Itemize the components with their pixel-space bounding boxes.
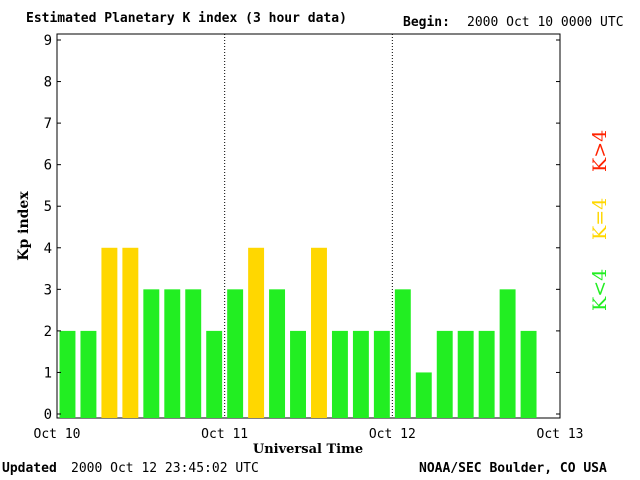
kp-bar	[143, 289, 160, 418]
begin-label: Begin:	[403, 15, 450, 30]
day-separator-group	[224, 34, 393, 418]
kp-bar	[352, 330, 369, 418]
kp-bar	[206, 330, 223, 418]
y-tick-label: 3	[44, 282, 52, 298]
legend-low: K<4	[589, 268, 611, 311]
kp-bar	[290, 330, 306, 418]
y-tick-label: 0	[44, 407, 52, 423]
source-credit: NOAA/SEC Boulder, CO USA	[419, 461, 607, 476]
plot-frame	[56, 33, 561, 419]
y-tick-label: 4	[44, 241, 52, 257]
kp-bar	[122, 247, 139, 418]
kp-bar	[59, 330, 76, 418]
y-tick-label: 5	[44, 199, 52, 215]
kp-bar	[520, 330, 537, 418]
y-tick-label: 2	[44, 324, 52, 340]
legend-high: K>4	[589, 129, 611, 172]
y-tick-label: 9	[44, 33, 52, 49]
bar-group	[59, 247, 537, 418]
y-tick-label: 1	[44, 365, 52, 381]
kp-bar	[436, 330, 453, 418]
kp-bar	[499, 289, 516, 418]
updated-label: Updated	[2, 461, 57, 476]
kp-bar	[457, 330, 474, 418]
x-tick-label: Oct 12	[369, 427, 416, 442]
kp-bar	[248, 247, 265, 418]
y-tick-label: 6	[44, 158, 52, 174]
kp-bar	[269, 289, 286, 418]
kp-bar	[331, 330, 348, 418]
x-tick-label: Oct 13	[537, 427, 584, 442]
x-tick-group: Oct 10 Oct 11 Oct 12 Oct 13	[34, 427, 584, 442]
kp-bar	[185, 289, 202, 418]
y-tick-label: 8	[44, 75, 52, 91]
kp-bar	[80, 330, 97, 418]
legend-equal: K=4	[589, 197, 611, 240]
kp-bar	[478, 330, 495, 418]
y-tick-group: 0 1 2 3 4 5 6 7 8 9	[44, 33, 560, 423]
begin-value: 2000 Oct 10 0000 UTC	[467, 15, 624, 30]
x-axis-label: Universal Time	[253, 442, 363, 457]
kp-bar	[101, 247, 118, 418]
x-tick-label: Oct 11	[201, 427, 248, 442]
x-tick-label: Oct 10	[34, 427, 81, 442]
kp-bar	[227, 289, 244, 418]
kp-bar	[394, 289, 411, 418]
kp-bar	[373, 330, 390, 418]
kp-bar	[311, 247, 327, 418]
kp-bar	[415, 372, 432, 418]
updated-value: 2000 Oct 12 23:45:02 UTC	[71, 461, 259, 476]
kp-bar	[164, 289, 181, 418]
chart-title: Estimated Planetary K index (3 hour data…	[26, 11, 347, 26]
y-axis-label: Kp index	[16, 191, 32, 261]
y-tick-label: 7	[44, 116, 52, 132]
